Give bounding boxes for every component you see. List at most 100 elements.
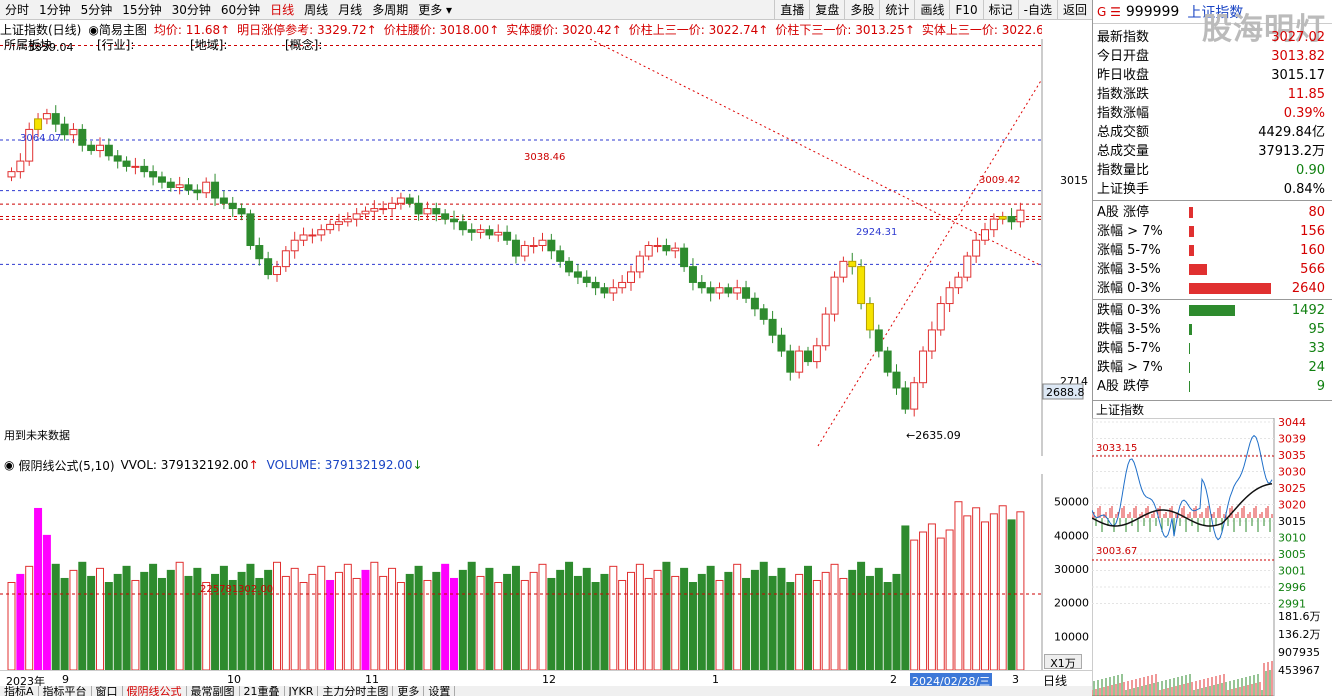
volume-chart[interactable]: 225781302.00 50000 40000 30000 20000 10000 — [0, 474, 1092, 670]
candle-body — [830, 276, 839, 315]
period-tab-2[interactable]: 5分钟 — [80, 2, 113, 17]
candle-body — [609, 287, 618, 294]
candle-body — [927, 329, 936, 352]
breadth-bar — [1189, 305, 1235, 316]
volume-bar — [7, 582, 16, 670]
toolbar-button-7[interactable]: -自选 — [1017, 0, 1057, 20]
breadth-row: 跌幅 5-7% 33 — [1097, 339, 1325, 358]
toolbar-button-0[interactable]: 直播 — [774, 0, 809, 20]
bottom-tab-8[interactable]: 更多 — [393, 686, 425, 696]
volume-bar — [87, 575, 96, 670]
bottom-tab-7[interactable]: 主力分时主图 — [318, 686, 394, 696]
volume-bar — [591, 582, 600, 670]
divider — [1093, 200, 1332, 201]
period-tab-1[interactable]: 1分钟 — [39, 2, 71, 17]
volume-bar — [184, 575, 193, 670]
period-tab-8[interactable]: 月线 — [338, 2, 363, 17]
period-tab-3[interactable]: 15分钟 — [122, 2, 162, 17]
bottom-tab-9[interactable]: 设置 — [424, 686, 456, 696]
toolbar-button-3[interactable]: 统计 — [879, 0, 914, 20]
breadth-row: 跌幅 0-3% 1492 — [1097, 301, 1325, 320]
volume-bar — [317, 565, 326, 670]
volume-bar — [308, 573, 317, 670]
toolbar-button-4[interactable]: 画线 — [914, 0, 949, 20]
candle-body — [547, 239, 556, 252]
volume-axis-label: 40000 — [1054, 529, 1089, 542]
mini-axis-label: 3005 — [1278, 548, 1306, 561]
circle-icon[interactable]: ◉ — [88, 22, 99, 37]
stat-value: 0.39% — [1283, 106, 1325, 121]
volume-bar — [609, 565, 618, 670]
period-tab-9[interactable]: 多周期 — [372, 2, 409, 17]
period-tab-10[interactable]: 更多 ▾ — [418, 2, 453, 17]
volume-bar — [680, 567, 689, 670]
volume-bar — [379, 575, 388, 670]
upper-third-price: 价柱上三一价: 3022.74 — [628, 23, 759, 37]
volume-bar — [936, 537, 945, 670]
candle-body — [78, 128, 87, 146]
bottom-tab-1[interactable]: 指标平台 — [39, 686, 92, 696]
intraday-mini-chart[interactable]: 3044 3039 3035 3030 3025 3020 3015 3010 3005 3001… — [1092, 418, 1332, 696]
period-tab-6[interactable]: 日线 — [270, 2, 295, 17]
candle-body — [423, 208, 432, 215]
bottom-tab-3[interactable]: 假阴线公式 — [123, 686, 187, 696]
volume-bar — [556, 569, 565, 670]
volume-bar — [812, 579, 821, 670]
volume-bar — [945, 529, 954, 670]
volume-unit[interactable]: X1万 — [1044, 654, 1082, 670]
candle-body — [804, 350, 812, 363]
volume-bar — [299, 582, 308, 670]
candle-body — [865, 303, 874, 331]
volume-bar — [122, 565, 131, 670]
candle-body — [503, 231, 512, 241]
period-tab-5[interactable]: 60分钟 — [220, 2, 261, 17]
volume-bar — [104, 582, 113, 670]
main-chart-name[interactable]: 简易主图 — [98, 23, 147, 37]
candlestick-chart[interactable]: 所属板块 [行业]: [地域]: [概念]: 3339.04 3064.07 3038.46… — [0, 39, 1092, 456]
toolbar-button-1[interactable]: 复盘 — [809, 0, 844, 20]
mini-price-line — [1092, 434, 1273, 541]
volume-bar — [334, 571, 343, 670]
candle-body — [812, 345, 821, 363]
toolbar-button-2[interactable]: 多股 — [844, 0, 879, 20]
period-label[interactable]: 日线 — [1043, 674, 1068, 688]
trend-line-down — [589, 39, 1043, 267]
avg-price: 均价: 11.68 — [153, 23, 221, 37]
bottom-tab-2[interactable]: 窗口 — [92, 686, 123, 696]
breadth-row: 跌幅 3-5% 95 — [1097, 320, 1325, 339]
volume-bar — [290, 567, 299, 670]
toolbar-button-5[interactable]: F10 — [949, 0, 982, 20]
index-code: 999999 — [1125, 3, 1180, 20]
volume-bar — [981, 521, 989, 670]
index-name[interactable]: 上证指数 — [1187, 4, 1244, 21]
volume-bar — [529, 571, 538, 670]
volume-formula[interactable]: 假阴线公式(5,10) — [18, 458, 115, 473]
mini-axis-label: 3035 — [1278, 449, 1306, 462]
x-axis-label: 3 — [1012, 673, 1019, 686]
volume-bar — [839, 577, 848, 670]
toolbar-button-6[interactable]: 标记 — [982, 0, 1018, 20]
candle-body — [246, 213, 255, 247]
period-tab-4[interactable]: 30分钟 — [171, 2, 211, 17]
mini-axis-label: 3025 — [1278, 482, 1306, 495]
bottom-tab-4[interactable]: 最常副图 — [187, 686, 240, 696]
sector-tag: 所属板块 — [4, 39, 52, 52]
period-tab-7[interactable]: 周线 — [304, 2, 329, 17]
breadth-value: 33 — [1308, 341, 1325, 356]
x-axis-label: 9 — [62, 673, 69, 686]
candle-body — [777, 334, 786, 352]
stat-row: 总成交额 4429.84亿 — [1097, 123, 1325, 142]
candle-body — [290, 239, 299, 252]
bottom-tab-0[interactable]: 指标A — [0, 686, 39, 696]
bottom-tab-5[interactable]: 21重叠 — [240, 686, 285, 696]
period-tab-0[interactable]: 分时 — [5, 2, 30, 17]
volume-bar — [821, 571, 830, 670]
toolbar-button-8[interactable]: 返回 — [1056, 0, 1092, 20]
candle-body — [255, 245, 264, 260]
circle-icon[interactable]: ◉ — [4, 458, 15, 472]
bottom-tab-6[interactable]: JYKR — [285, 686, 319, 696]
breadth-label: 涨幅 > 7% — [1097, 224, 1163, 239]
candle-body — [34, 118, 43, 130]
price-label-3009: 3009.42 — [979, 175, 1020, 186]
candle-body — [122, 160, 131, 167]
